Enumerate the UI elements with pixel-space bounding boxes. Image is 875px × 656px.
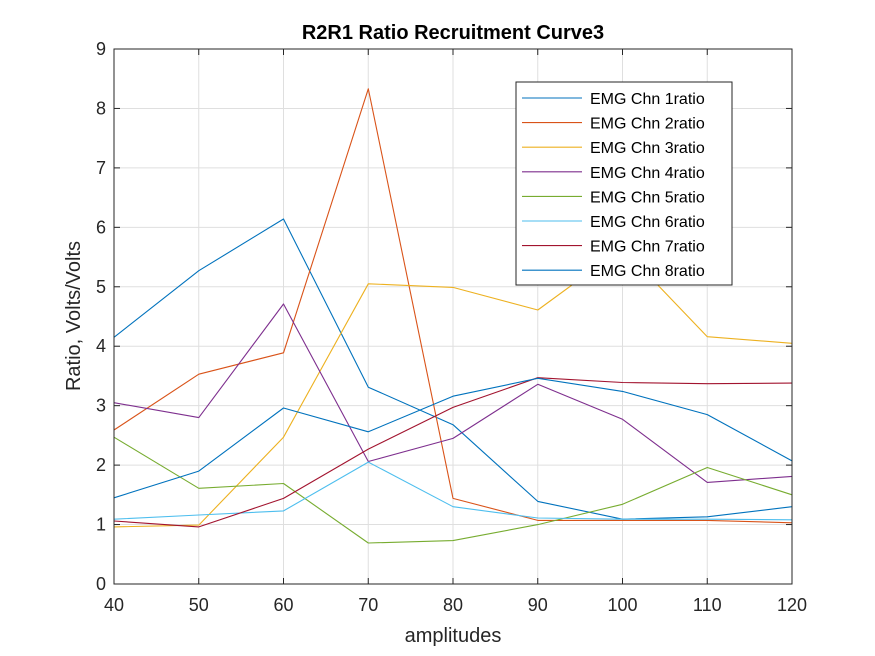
legend-entry-3: EMG Chn 3ratio <box>590 140 705 157</box>
x-tick-label: 100 <box>607 595 637 615</box>
y-tick-label: 6 <box>96 217 106 237</box>
series-line-3 <box>113 247 793 528</box>
x-tick-label: 110 <box>693 595 722 615</box>
series-line-8 <box>113 377 793 499</box>
y-axis-label: Ratio, Volts/Volts <box>63 241 85 391</box>
x-tick-label: 90 <box>528 595 548 615</box>
series-lines <box>113 88 793 544</box>
series-line-2 <box>113 88 793 524</box>
y-tick-label: 3 <box>96 396 106 416</box>
series-line-4 <box>113 303 793 483</box>
x-axis-label: amplitudes <box>405 625 502 647</box>
y-axis-ticks: 0 1 2 3 4 5 6 7 8 9 <box>96 39 792 594</box>
legend-entry-5: EMG Chn 5ratio <box>590 189 705 206</box>
legend: EMG Chn 1ratio EMG Chn 2ratio EMG Chn 3rat… <box>515 81 733 286</box>
y-tick-label: 7 <box>96 158 106 178</box>
y-tick-label: 5 <box>96 277 106 297</box>
y-tick-label: 4 <box>96 336 106 356</box>
x-axis-ticks: 40 50 60 70 80 90 100 110 120 <box>104 49 807 615</box>
legend-entry-7: EMG Chn 7ratio <box>590 239 705 256</box>
y-tick-label: 9 <box>96 39 106 59</box>
chart-title: R2R1 Ratio Recruitment Curve3 <box>302 22 604 44</box>
x-tick-label: 120 <box>777 595 807 615</box>
series-line-1 <box>113 218 793 520</box>
legend-box <box>515 81 733 286</box>
legend-entry-8: EMG Chn 8ratio <box>590 263 705 280</box>
y-tick-label: 8 <box>96 98 106 118</box>
series-line-5 <box>113 436 793 544</box>
y-tick-label: 0 <box>96 574 106 594</box>
x-tick-label: 40 <box>104 595 124 615</box>
legend-entry-6: EMG Chn 6ratio <box>590 214 705 231</box>
x-tick-label: 60 <box>273 595 293 615</box>
x-tick-label: 70 <box>358 595 378 615</box>
series-line-6 <box>113 461 793 521</box>
y-tick-label: 2 <box>96 455 106 475</box>
y-tick-label: 1 <box>96 515 106 535</box>
legend-entry-4: EMG Chn 4ratio <box>590 165 705 182</box>
legend-entry-1: EMG Chn 1ratio <box>590 91 705 108</box>
x-tick-label: 50 <box>189 595 209 615</box>
x-tick-label: 80 <box>443 595 463 615</box>
legend-entry-2: EMG Chn 2ratio <box>590 116 705 133</box>
series-line-7 <box>113 377 793 528</box>
